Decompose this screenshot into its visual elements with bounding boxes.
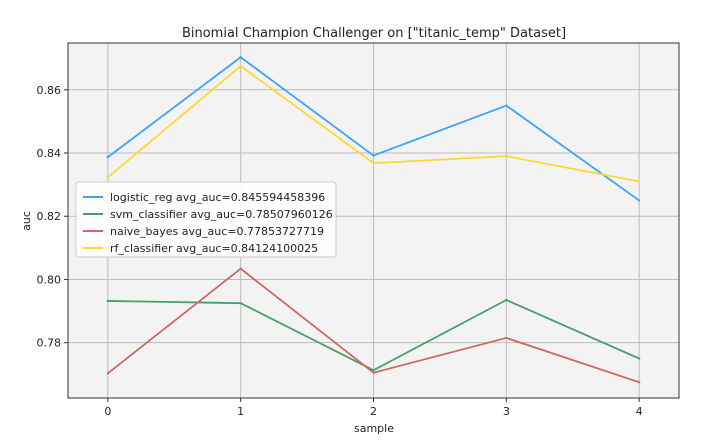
y-tick-label: 0.82 — [37, 210, 62, 223]
plot-frame — [67, 42, 680, 399]
data-point — [505, 104, 508, 107]
grid — [68, 43, 679, 398]
legend: logistic_reg avg_auc=0.845594458396 svm_c… — [75, 181, 337, 258]
legend-label: rf_classifier avg_auc=0.84124100025 — [110, 242, 318, 255]
data-point — [372, 371, 375, 374]
data-point — [106, 372, 110, 375]
y-axis-title: auc — [20, 211, 33, 231]
data-point — [505, 336, 508, 340]
data-point — [637, 199, 641, 202]
y-tick-label: 0.84 — [37, 147, 62, 160]
y-tick-label: 0.86 — [37, 84, 62, 97]
data-point — [106, 299, 110, 303]
x-tick-label: 4 — [636, 405, 643, 418]
chart-title: Binomial Champion Challenger on ["titani… — [182, 26, 566, 41]
x-tick-label: 1 — [237, 405, 244, 418]
data-point — [239, 56, 242, 59]
legend-box — [75, 181, 337, 258]
data-point — [505, 154, 508, 158]
x-tick-label: 2 — [370, 405, 377, 418]
x-tick-label: 0 — [104, 405, 111, 418]
legend-label: naive_bayes avg_auc=0.77853727719 — [110, 225, 324, 238]
axis-ticks: 0 1 2 3 4 0.78 0.80 0.82 0.84 0.86 — [37, 84, 643, 418]
data-point — [637, 357, 641, 360]
data-point — [372, 154, 375, 157]
data-point — [372, 161, 375, 165]
x-tick-label: 3 — [503, 405, 510, 418]
data-point — [239, 301, 242, 305]
data-point — [637, 180, 641, 183]
data-point — [637, 380, 641, 384]
data-point — [239, 64, 242, 68]
series-lines — [106, 56, 641, 384]
data-point — [106, 176, 110, 179]
legend-label: logistic_reg avg_auc=0.845594458396 — [110, 191, 325, 204]
x-axis-title: sample — [354, 422, 394, 435]
data-point — [372, 368, 375, 372]
legend-label: svm_classifier avg_auc=0.78507960126 — [110, 208, 333, 221]
data-point — [239, 267, 242, 270]
data-point — [505, 298, 508, 302]
y-tick-label: 0.78 — [37, 337, 62, 350]
y-tick-label: 0.80 — [37, 273, 62, 286]
data-point — [106, 155, 110, 159]
